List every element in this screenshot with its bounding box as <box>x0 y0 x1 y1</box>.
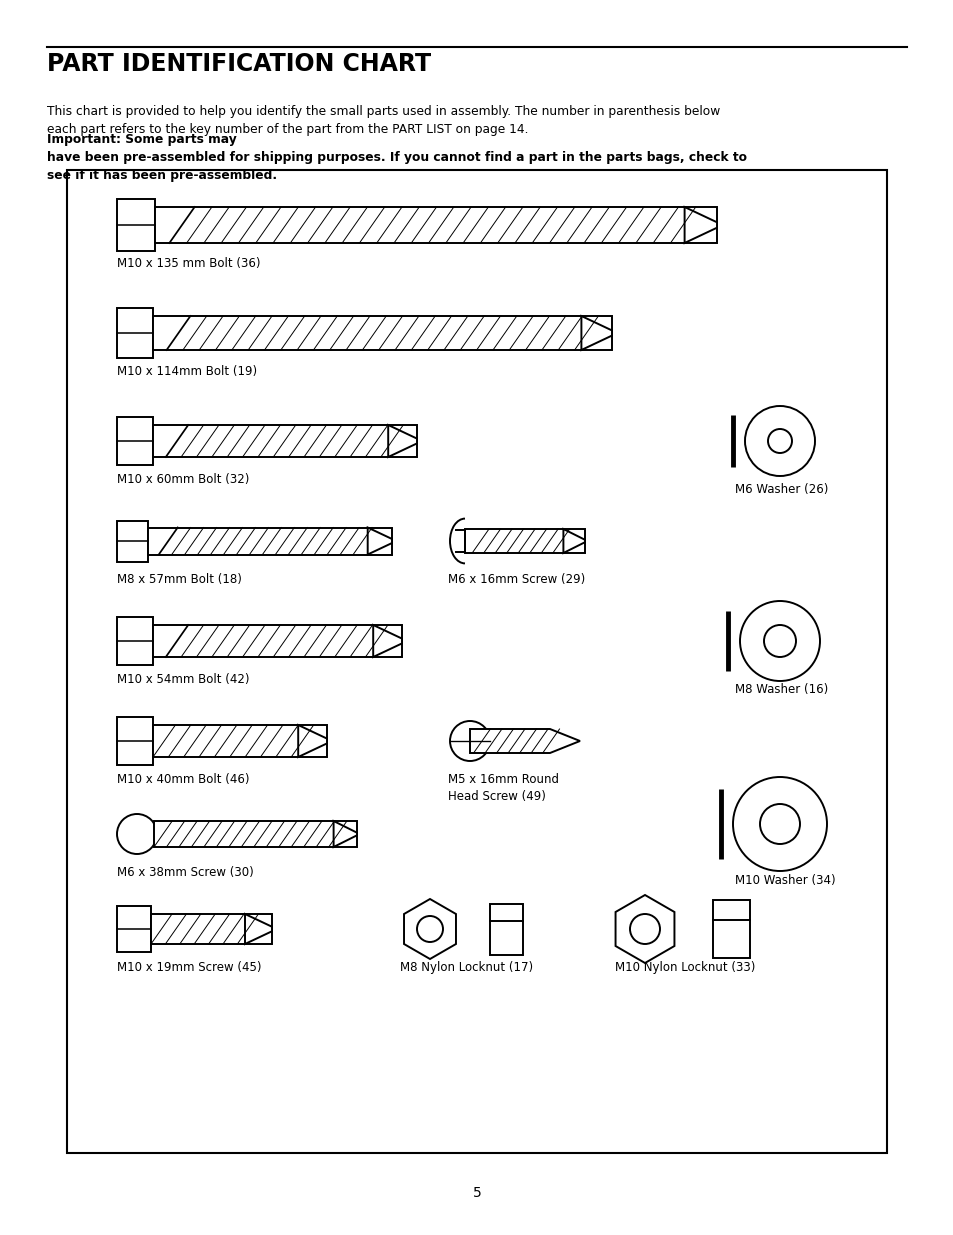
Bar <box>490 904 522 955</box>
Text: M6 x 16mm Screw (29): M6 x 16mm Screw (29) <box>448 573 584 585</box>
Text: M6 Washer (26): M6 Washer (26) <box>734 483 827 496</box>
Text: M10 x 60mm Bolt (32): M10 x 60mm Bolt (32) <box>117 473 249 487</box>
Text: Important: Some parts may
have been pre-assembled for shipping purposes. If you : Important: Some parts may have been pre-… <box>47 133 746 182</box>
Polygon shape <box>615 895 674 963</box>
Text: M8 Nylon Locknut (17): M8 Nylon Locknut (17) <box>399 961 533 974</box>
Text: M10 x 54mm Bolt (42): M10 x 54mm Bolt (42) <box>117 673 250 685</box>
Circle shape <box>763 625 795 657</box>
Text: M8 x 57mm Bolt (18): M8 x 57mm Bolt (18) <box>117 573 242 585</box>
Text: M10 x 19mm Screw (45): M10 x 19mm Screw (45) <box>117 961 261 974</box>
Circle shape <box>732 777 826 871</box>
Bar <box>117 199 154 251</box>
Bar <box>464 529 584 553</box>
Circle shape <box>450 721 490 761</box>
Bar <box>151 914 272 944</box>
Bar <box>117 520 148 562</box>
Text: M10 x 114mm Bolt (19): M10 x 114mm Bolt (19) <box>117 366 257 378</box>
Bar <box>153 821 356 847</box>
Circle shape <box>767 429 791 453</box>
Polygon shape <box>334 821 356 847</box>
Bar <box>67 170 886 1153</box>
Bar <box>152 625 401 657</box>
Bar <box>154 207 717 243</box>
Polygon shape <box>404 899 456 960</box>
Bar <box>152 316 612 350</box>
Text: M10 Nylon Locknut (33): M10 Nylon Locknut (33) <box>615 961 755 974</box>
Bar <box>152 425 416 457</box>
Circle shape <box>117 814 157 853</box>
Text: M10 x 40mm Bolt (46): M10 x 40mm Bolt (46) <box>117 773 250 785</box>
Polygon shape <box>245 914 272 944</box>
Bar <box>117 906 151 952</box>
Text: M10 x 135 mm Bolt (36): M10 x 135 mm Bolt (36) <box>117 257 260 270</box>
Polygon shape <box>367 527 392 555</box>
Polygon shape <box>580 316 612 350</box>
Circle shape <box>740 601 820 680</box>
Bar <box>117 618 152 664</box>
Polygon shape <box>684 207 717 243</box>
Polygon shape <box>563 529 584 553</box>
Text: M10 Washer (34): M10 Washer (34) <box>734 874 835 887</box>
Bar <box>117 417 152 466</box>
Text: This chart is provided to help you identify the small parts used in assembly. Th: This chart is provided to help you ident… <box>47 105 720 136</box>
Circle shape <box>744 406 814 475</box>
Text: M8 Washer (16): M8 Washer (16) <box>734 683 827 697</box>
Text: M5 x 16mm Round
Head Screw (49): M5 x 16mm Round Head Screw (49) <box>448 773 558 803</box>
Bar <box>117 718 152 764</box>
Bar <box>712 900 750 958</box>
Bar <box>148 527 392 555</box>
Circle shape <box>629 914 659 944</box>
Polygon shape <box>298 725 327 757</box>
Circle shape <box>760 804 800 844</box>
Polygon shape <box>470 729 579 753</box>
Bar <box>117 308 152 358</box>
Text: 5: 5 <box>472 1186 481 1200</box>
Circle shape <box>416 916 442 942</box>
Text: PART IDENTIFICATION CHART: PART IDENTIFICATION CHART <box>47 52 431 77</box>
Polygon shape <box>373 625 401 657</box>
Polygon shape <box>388 425 416 457</box>
Text: M6 x 38mm Screw (30): M6 x 38mm Screw (30) <box>117 866 253 879</box>
Bar <box>152 725 327 757</box>
